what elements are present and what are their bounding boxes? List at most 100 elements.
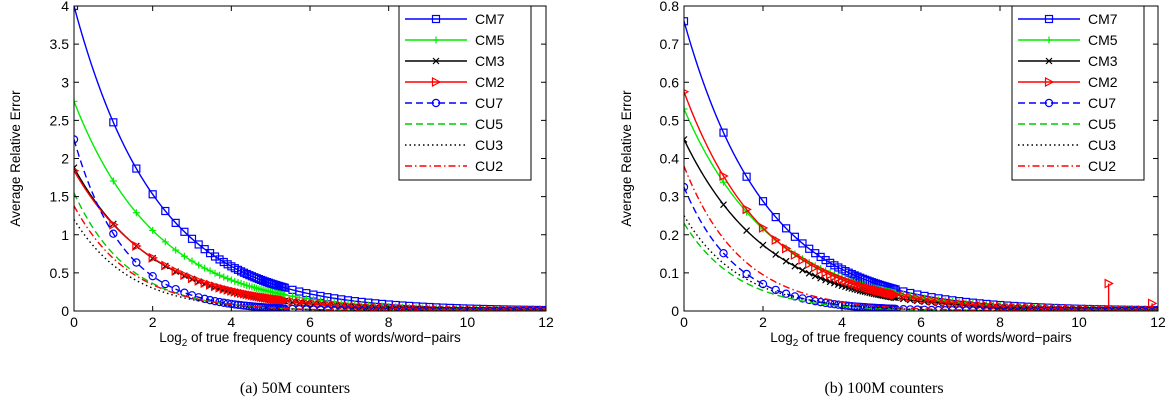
data-point-cm5: [220, 273, 228, 281]
data-point-cm7: [719, 128, 728, 137]
data-point-cu7: [811, 296, 820, 306]
data-point-cm7: [805, 244, 814, 253]
y-tick-label: 4: [61, 0, 69, 14]
data-point-cm2: [239, 288, 250, 299]
data-point-cm2: [302, 298, 312, 309]
y-tick-label: 0.5: [50, 265, 70, 281]
legend-marker-cu7: [1044, 98, 1054, 108]
data-point-cm2: [295, 297, 305, 308]
data-point-cm2: [821, 267, 831, 278]
legend-label-cu3: CU3: [1088, 137, 1116, 153]
data-point-cm2: [1147, 298, 1158, 309]
data-point-cm5: [132, 209, 140, 217]
x-tick-label: 8: [385, 314, 393, 330]
data-point-cm5: [684, 105, 688, 113]
data-point-cm7: [180, 227, 189, 236]
data-point-cm7: [280, 283, 289, 292]
data-point-cm2: [790, 249, 801, 260]
data-point-cu7: [200, 294, 209, 304]
data-point-cu7: [109, 229, 118, 238]
legend-marker-cm2: [1044, 77, 1055, 87]
legend-marker-cm7: [1044, 14, 1054, 24]
data-point-cm2: [280, 295, 291, 306]
data-point-cm5: [188, 257, 196, 265]
x-tick-label: 6: [306, 314, 314, 330]
data-point-cm2: [236, 288, 247, 299]
data-point-cm7: [771, 212, 780, 222]
data-point-cm2: [811, 262, 821, 273]
data-point-cm3: [799, 266, 806, 274]
data-point-cm2: [805, 258, 815, 269]
data-point-cm5: [211, 269, 219, 277]
legend-marker-cm5: [1045, 36, 1053, 44]
data-point-cm5: [206, 267, 214, 275]
data-point-cm2: [357, 301, 367, 311]
data-point-cm2: [330, 300, 340, 311]
data-point-cm2: [1023, 302, 1033, 311]
data-point-cm3: [759, 241, 767, 249]
data-point-cu7: [742, 269, 751, 279]
data-point-cm7: [132, 164, 141, 173]
data-point-cm3: [791, 262, 799, 270]
data-point-cm2: [961, 299, 972, 310]
y-tick-label: 2.5: [50, 112, 70, 128]
caption-a: (a) 50M counters: [240, 380, 350, 397]
legend: CM7 CM5 CM3 CM2 CU7 CU5 CU3 CU2: [398, 5, 532, 181]
x-tick-label: 12: [1150, 314, 1166, 330]
data-point-cm5: [180, 252, 188, 260]
data-point-cm2: [927, 295, 937, 306]
data-point-cm5: [234, 278, 242, 286]
data-point-cm7: [215, 255, 224, 264]
data-point-cu7: [790, 292, 800, 301]
x-axis-label-rest: of true frequency counts of words/word−p…: [187, 330, 461, 345]
x-tick-label: 12: [538, 314, 554, 330]
legend-label-cu3: CU3: [475, 137, 503, 153]
data-point-cm2: [906, 292, 916, 303]
data-point-cm3: [743, 227, 751, 235]
data-point-cm3: [782, 257, 790, 265]
y-tick-label: 1: [61, 227, 69, 243]
data-point-cm2: [1104, 278, 1114, 289]
legend-label-cm3: CM3: [1088, 53, 1118, 69]
x-axis-label-sub: 2: [793, 338, 799, 349]
data-point-cm5: [288, 292, 296, 300]
x-axis-label-main: Log: [770, 330, 793, 345]
legend-label-cu7: CU7: [475, 95, 503, 111]
data-point-cm2: [1003, 301, 1013, 311]
legend: CM7 CM5 CM3 CM2 CU7 CU5 CU3 CU2: [1011, 5, 1145, 181]
legend-label-cm5: CM5: [1088, 32, 1118, 48]
data-point-cm2: [1016, 302, 1026, 311]
legend-label-cm7: CM7: [475, 11, 505, 27]
data-point-cm7: [821, 256, 830, 265]
data-point-cm2: [148, 252, 158, 263]
legend-marker-cm3: [1045, 57, 1053, 65]
y-tick-label: 0.3: [660, 189, 680, 205]
caption-b: (b) 100M counters: [824, 380, 943, 397]
data-point-cm7: [148, 190, 157, 199]
data-point-cm3: [720, 201, 727, 209]
data-point-cm7: [798, 239, 807, 248]
y-tick-label: 3.5: [50, 36, 70, 52]
data-point-cm2: [288, 296, 298, 307]
data-point-cm2: [242, 289, 253, 300]
y-tick-label: 0.6: [660, 74, 680, 90]
x-tick-label: 8: [996, 314, 1004, 330]
legend-marker-cm3: [432, 57, 440, 65]
y-tick-label: 0.5: [660, 112, 680, 128]
data-point-cm5: [74, 97, 78, 105]
y-axis-label: Average Relative Error: [8, 90, 23, 227]
legend-marker-cm5: [432, 36, 440, 44]
data-point-cm7: [171, 218, 180, 227]
data-point-cm2: [194, 275, 204, 286]
legend-box: [398, 5, 532, 181]
x-axis-label-main: Log: [159, 330, 182, 345]
data-point-cm7: [194, 240, 203, 249]
x-tick-label: 10: [1071, 314, 1087, 330]
data-point-cm2: [250, 290, 260, 301]
data-point-cu7: [161, 279, 170, 289]
y-tick-label: 2: [61, 151, 69, 167]
x-tick-label: 2: [759, 314, 767, 330]
legend-label-cu2: CU2: [1088, 158, 1116, 174]
